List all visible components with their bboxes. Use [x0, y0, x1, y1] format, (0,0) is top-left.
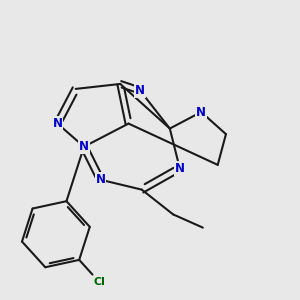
Text: N: N: [135, 84, 145, 97]
Text: N: N: [95, 173, 106, 186]
Text: Cl: Cl: [93, 277, 105, 287]
Text: N: N: [196, 106, 206, 118]
Text: N: N: [175, 162, 185, 175]
Text: N: N: [52, 117, 62, 130]
Text: N: N: [79, 140, 89, 153]
